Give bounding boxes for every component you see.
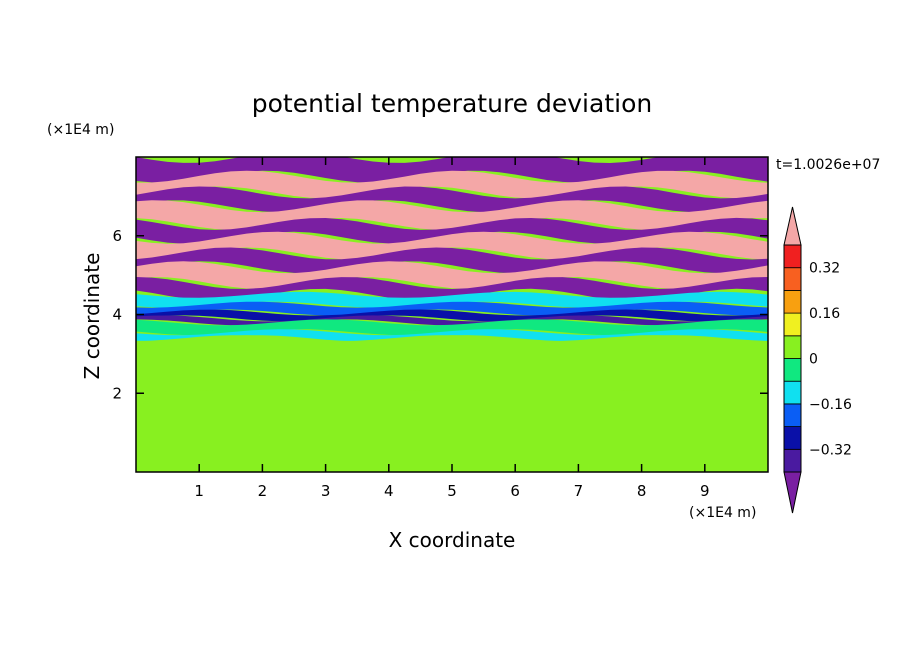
y-axis: 2 4 6 [112, 227, 768, 402]
colorbar-swatch [783, 335, 802, 359]
field-band [136, 170, 768, 199]
colorbar-swatch [783, 244, 802, 269]
y-axis-label: Z coordinate [80, 253, 104, 380]
colorbar: −0.32 −0.16 0 0.16 0.32 [783, 206, 852, 514]
field-band [136, 291, 768, 308]
field-band [136, 261, 768, 289]
field-band [136, 319, 768, 336]
colorbar-swatch [783, 267, 802, 291]
x-tick-label: 1 [194, 482, 204, 500]
field-band [136, 217, 768, 244]
x-unit-label: (×1E4 m) [689, 505, 756, 521]
colorbar-over-triangle [783, 206, 802, 246]
colorbar-under-triangle [783, 471, 802, 514]
y-tick-label: 6 [112, 227, 122, 245]
time-label: t=1.0026e+07 [776, 157, 880, 173]
x-axis: 1 2 3 4 5 6 7 8 9 [194, 157, 710, 500]
field-band [136, 157, 768, 183]
y-tick-label: 4 [112, 306, 122, 324]
field-band [136, 309, 768, 322]
colorbar-tick-label: −0.16 [809, 397, 852, 413]
field-band [136, 301, 768, 316]
colorbar-tick-label: 0 [809, 352, 818, 368]
colorbar-tick-label: 0.32 [809, 261, 840, 277]
field-band [136, 335, 768, 397]
colorbar-swatch [783, 448, 802, 473]
field-band [136, 277, 768, 301]
x-tick-label: 8 [637, 482, 647, 500]
x-tick-label: 6 [510, 482, 520, 500]
colorbar-tick-label: 0.16 [809, 306, 840, 322]
field-band [136, 247, 768, 274]
x-tick-label: 2 [258, 482, 268, 500]
x-axis-label: X coordinate [389, 528, 516, 552]
colorbar-swatch [783, 312, 802, 337]
y-tick-label: 2 [112, 384, 122, 402]
x-tick-label: 5 [447, 482, 457, 500]
colorbar-swatch [783, 403, 802, 427]
x-tick-label: 7 [574, 482, 584, 500]
colorbar-tick-label: −0.32 [809, 442, 852, 458]
colorbar-swatch [783, 426, 802, 450]
chart-title: potential temperature deviation [252, 89, 652, 118]
colorbar-frame [783, 244, 802, 473]
contour-field [136, 157, 768, 472]
x-tick-label: 3 [321, 482, 331, 500]
colorbar-swatch [783, 289, 802, 314]
x-tick-label: 9 [700, 482, 710, 500]
field-band [136, 186, 768, 213]
colorbar-swatch [783, 380, 802, 405]
field-band [136, 315, 768, 326]
field-band [136, 390, 768, 472]
y-unit-label: (×1E4 m) [47, 122, 114, 138]
colorbar-swatch [783, 358, 802, 382]
x-tick-label: 4 [384, 482, 394, 500]
